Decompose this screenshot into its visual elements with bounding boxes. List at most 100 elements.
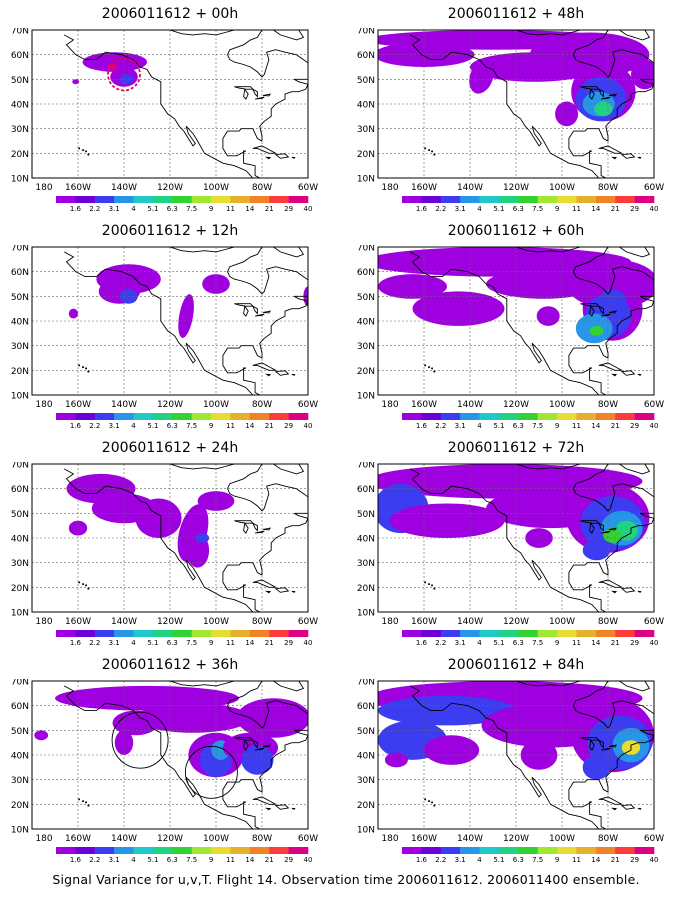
plot-frame bbox=[377, 246, 655, 396]
island bbox=[431, 367, 434, 370]
colorbar-label: 1.6 bbox=[416, 856, 428, 864]
colorbar-label: 5.1 bbox=[147, 422, 158, 430]
x-tick-label: 160W bbox=[65, 834, 91, 844]
colorbar-swatch bbox=[634, 413, 655, 420]
colorbar-label: 1.6 bbox=[70, 205, 82, 213]
x-tick-label: 140W bbox=[111, 617, 137, 627]
x-tick-label: 140W bbox=[457, 400, 483, 410]
colorbar-swatch bbox=[537, 630, 558, 637]
variance-blob bbox=[178, 294, 194, 338]
panel-title: 2006011612 + 72h bbox=[447, 440, 585, 456]
y-tick-label: 50N bbox=[357, 76, 375, 86]
colorbar-swatch bbox=[498, 847, 519, 854]
coastline bbox=[252, 362, 277, 371]
coastline bbox=[610, 590, 618, 594]
coastline bbox=[255, 530, 265, 534]
variance-blob bbox=[598, 288, 627, 314]
coastline bbox=[274, 587, 290, 593]
variance-field bbox=[72, 52, 147, 87]
colorbar-label: 6.3 bbox=[167, 639, 178, 647]
x-tick-label: 60W bbox=[298, 183, 318, 193]
colorbar-swatch bbox=[498, 196, 519, 203]
colorbar-label: 3.1 bbox=[455, 856, 466, 864]
colorbar-label: 2.2 bbox=[89, 422, 100, 430]
colorbar-swatch bbox=[56, 196, 76, 203]
colorbar-swatch bbox=[288, 847, 309, 854]
colorbar-swatch bbox=[172, 847, 192, 854]
x-tick-label: 160W bbox=[411, 617, 437, 627]
colorbar-swatch bbox=[576, 630, 597, 637]
colorbar-label: 3.1 bbox=[109, 205, 120, 213]
range-circle bbox=[111, 711, 169, 769]
gridlines bbox=[32, 247, 308, 395]
colorbar-label: 21 bbox=[611, 205, 620, 213]
colorbar-label: 40 bbox=[304, 205, 313, 213]
colorbar-swatch bbox=[402, 196, 422, 203]
colorbar-swatch bbox=[249, 413, 270, 420]
island bbox=[87, 370, 90, 373]
colorbar-label: 5.1 bbox=[493, 639, 504, 647]
colorbar-label: 14 bbox=[591, 639, 600, 647]
coastline bbox=[263, 310, 272, 314]
colorbar-swatch bbox=[249, 847, 270, 854]
y-tick-label: 10N bbox=[11, 175, 29, 185]
colorbar: 1.6 2.2 3.1 4 5.1 6.3 7.5 9 11 14 21 29 40 bbox=[402, 413, 658, 430]
colorbar-swatch bbox=[615, 630, 635, 637]
y-tick-label: 10N bbox=[11, 826, 29, 836]
colorbar-label: 14 bbox=[591, 205, 600, 213]
variance-blob bbox=[378, 464, 643, 499]
island bbox=[424, 364, 427, 367]
colorbar-label: 4 bbox=[477, 205, 482, 213]
colorbar-swatch bbox=[557, 630, 577, 637]
colorbar-label: 7.5 bbox=[532, 856, 543, 864]
coastline bbox=[264, 590, 272, 594]
colorbar-swatch bbox=[518, 630, 538, 637]
colorbar-swatch bbox=[402, 630, 422, 637]
colorbar-swatch bbox=[460, 847, 480, 854]
colorbar-label: 2.2 bbox=[435, 422, 446, 430]
colorbar-label: 21 bbox=[265, 639, 274, 647]
colorbar-swatch bbox=[479, 630, 500, 637]
y-tick-label: 20N bbox=[357, 801, 375, 811]
colorbar-label: 9 bbox=[209, 205, 213, 213]
panel-title: 2006011612 + 36h bbox=[101, 657, 239, 673]
coastline bbox=[598, 145, 623, 154]
coastline bbox=[251, 739, 258, 749]
colorbar-label: 9 bbox=[555, 856, 559, 864]
x-tick-label: 120W bbox=[503, 400, 529, 410]
coastline bbox=[409, 34, 600, 178]
panel-title: 2006011612 + 24h bbox=[101, 440, 239, 456]
coastline bbox=[169, 30, 235, 36]
colorbar-label: 9 bbox=[209, 639, 213, 647]
colorbar-swatch bbox=[269, 630, 289, 637]
colorbar-label: 14 bbox=[591, 422, 600, 430]
colorbar-swatch bbox=[440, 413, 461, 420]
colorbar-swatch bbox=[576, 847, 597, 854]
variance-blob bbox=[241, 745, 274, 775]
x-tick-label: 120W bbox=[503, 617, 529, 627]
y-tick-label: 50N bbox=[357, 293, 375, 303]
coastline bbox=[255, 747, 265, 751]
colorbar-swatch bbox=[615, 196, 635, 203]
coastline bbox=[409, 468, 600, 612]
colorbar: 1.6 2.2 3.1 4 5.1 6.3 7.5 9 11 14 21 29 40 bbox=[56, 413, 312, 430]
colorbar-label: 6.3 bbox=[513, 205, 524, 213]
colorbar-label: 14 bbox=[591, 856, 600, 864]
variance-blob bbox=[195, 533, 210, 543]
y-tick-label: 10N bbox=[11, 609, 29, 619]
coastline bbox=[227, 49, 297, 78]
coastline bbox=[252, 579, 277, 588]
colorbar-label: 1.6 bbox=[416, 205, 428, 213]
colorbar-swatch bbox=[152, 630, 173, 637]
colorbar-swatch bbox=[479, 847, 500, 854]
y-tick-label: 60N bbox=[11, 51, 29, 61]
colorbar-label: 11 bbox=[226, 205, 235, 213]
y-tick-label: 30N bbox=[11, 125, 29, 135]
colorbar-swatch bbox=[634, 196, 655, 203]
colorbar-label: 40 bbox=[304, 639, 313, 647]
colorbar-swatch bbox=[595, 847, 616, 854]
coastline bbox=[252, 796, 277, 805]
coastline bbox=[274, 804, 290, 810]
coastline bbox=[610, 373, 618, 377]
coastline bbox=[273, 681, 305, 692]
